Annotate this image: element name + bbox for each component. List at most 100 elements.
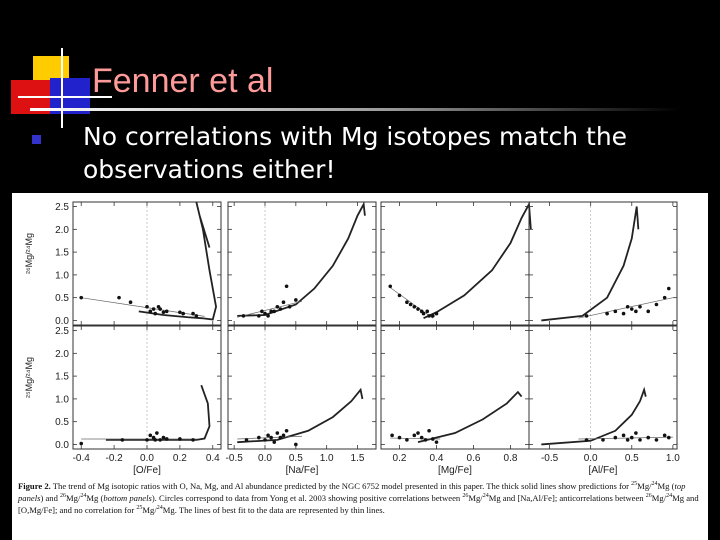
y-tick-label: 2.5 — [55, 326, 69, 337]
data-point — [654, 438, 659, 442]
data-point — [128, 300, 133, 305]
x-axis-label: [Al/Fe] — [589, 465, 618, 476]
data-point — [625, 438, 630, 442]
x-tick-label: -0.2 — [105, 453, 123, 464]
panel-1-1: -0.5 0.0 0.5 1.0 1.5 [Na/Fe] — [226, 325, 377, 476]
data-point — [405, 438, 409, 442]
data-point — [625, 304, 630, 309]
caption-label: Figure 2. — [18, 481, 51, 491]
bullet-text: No correlations with Mg isotopes match t… — [83, 122, 628, 184]
best-fit-line — [578, 436, 673, 440]
x-tick-label: 0.8 — [504, 453, 518, 464]
y-tick-label: 0.5 — [55, 417, 69, 428]
y-tick-label: 2.0 — [55, 225, 69, 236]
panel-0-0: 0.0 0.5 1.0 1.5 2.0 2.5 ²⁶Mg/²⁴Mg — [24, 201, 222, 327]
data-point — [434, 311, 439, 316]
data-point — [263, 311, 267, 316]
and-a: and — [45, 493, 58, 503]
y-tick-label: 0.0 — [55, 440, 69, 451]
x-tick-label: 0.4 — [206, 453, 220, 464]
data-point — [153, 438, 158, 442]
panel-0-2 — [380, 201, 532, 326]
panel-frame — [227, 201, 377, 326]
x-axis-label: [Na/Fe] — [286, 465, 319, 476]
iso-24-d: 24 — [666, 493, 673, 500]
iso-26-c: 26 — [645, 493, 652, 500]
data-point — [284, 428, 289, 433]
x-tick-label: 1.0 — [666, 453, 680, 464]
x-tick-label: -0.4 — [73, 453, 91, 464]
iso-24-a: 24 — [651, 481, 658, 488]
data-point — [613, 435, 618, 440]
panel-frame — [380, 201, 530, 326]
data-point — [278, 307, 283, 311]
data-point — [601, 438, 605, 442]
data-point — [412, 433, 417, 438]
top-panels-text: top panels — [18, 481, 686, 503]
data-point — [191, 311, 195, 316]
model-curve — [423, 201, 532, 319]
model-curve — [105, 384, 211, 441]
data-point — [257, 314, 261, 318]
iso-24-c: 24 — [482, 493, 489, 500]
y-tick-label: 1.0 — [55, 270, 69, 281]
data-point — [161, 435, 166, 440]
x-tick-label: 1.0 — [320, 453, 334, 464]
bullet-square-icon — [32, 135, 41, 144]
data-point — [421, 311, 426, 316]
data-point — [275, 431, 280, 435]
slide-decoration-icon — [11, 48, 112, 128]
data-point — [629, 307, 634, 311]
y-tick-label: 1.0 — [55, 394, 69, 405]
data-point — [241, 314, 246, 318]
data-point — [629, 435, 634, 440]
data-point — [194, 314, 199, 318]
model-curve — [138, 201, 217, 321]
data-point — [178, 437, 182, 441]
data-point — [423, 438, 428, 442]
slide-title: Fenner et al — [92, 62, 274, 100]
data-point — [178, 310, 182, 315]
data-point — [294, 298, 298, 302]
best-fit-line — [578, 297, 673, 319]
model-curve — [541, 386, 647, 446]
x-tick-label: 1.5 — [351, 453, 365, 464]
data-point — [148, 309, 153, 314]
data-point — [405, 300, 409, 305]
panel-1-2: 0.2 0.4 0.6 0.8 [Mg/Fe] — [380, 325, 530, 476]
data-point — [117, 295, 121, 300]
x-axis-label: [O/Fe] — [133, 465, 161, 476]
x-tick-label: 0.2 — [173, 453, 187, 464]
data-point — [621, 433, 626, 438]
mg-e: Mg — [468, 493, 481, 503]
data-point — [148, 433, 153, 438]
data-point — [638, 304, 642, 309]
paper-figure: 0.0 0.5 1.0 1.5 2.0 2.5 ²⁶Mg/²⁴Mg -0.4 -0.2 0.0 0.… — [12, 193, 708, 540]
iso-25-b: 25 — [136, 505, 143, 512]
y-tick-label: 2.5 — [55, 202, 69, 213]
caption-part-2: Circles correspond to data from Yong et … — [158, 493, 461, 503]
data-point — [145, 304, 149, 309]
data-point — [427, 428, 431, 433]
data-point — [155, 431, 159, 435]
caption-part-5: The lines of best fit to the data are re… — [178, 505, 385, 515]
data-point — [427, 314, 431, 318]
model-curve — [237, 201, 366, 317]
x-tick-label: 0.5 — [625, 453, 639, 464]
data-point — [151, 307, 156, 311]
x-tick-label: 0.0 — [258, 453, 272, 464]
data-point — [287, 304, 292, 309]
mg-i: Mg — [142, 505, 155, 515]
mg-j: Mg — [162, 505, 175, 515]
x-tick-label: -0.5 — [226, 453, 244, 464]
mg-c: Mg — [66, 493, 78, 503]
data-point — [266, 314, 270, 318]
data-point — [79, 441, 84, 446]
data-point — [278, 435, 283, 440]
data-point — [431, 314, 435, 318]
data-point — [272, 309, 277, 314]
data-point — [654, 302, 659, 307]
iso-25-a: 25 — [631, 481, 638, 488]
caption-part-3: and [Na,Al/Fe]; anticorrelations between — [502, 493, 644, 503]
data-point — [634, 309, 638, 314]
